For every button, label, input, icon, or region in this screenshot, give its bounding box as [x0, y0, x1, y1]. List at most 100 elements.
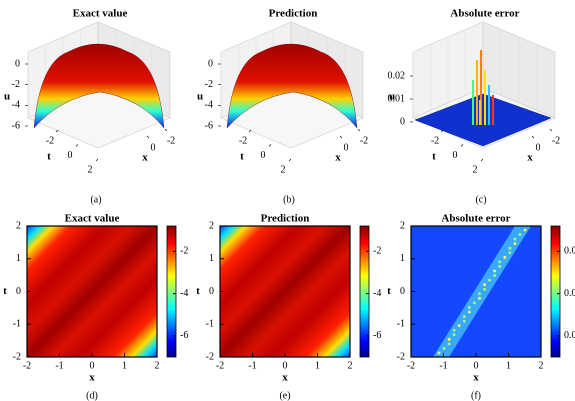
- caption: (f): [471, 390, 481, 401]
- error-band: [433, 226, 531, 357]
- x-tick-label: 0: [344, 142, 349, 153]
- x-tick-label: -2: [167, 135, 175, 146]
- z-tick-label: 0: [15, 58, 20, 69]
- x-tick-label: -2: [407, 360, 415, 371]
- x-tick-label: 0: [474, 360, 479, 371]
- z-tick-label: -2: [205, 79, 213, 90]
- z-label: u: [197, 91, 203, 103]
- z-tick-label: 0.02: [388, 70, 406, 81]
- error-speck: [462, 315, 466, 318]
- error-speck: [513, 242, 517, 246]
- x-label: x: [473, 372, 479, 384]
- panel-title: Absolute error: [450, 8, 519, 20]
- z-label: u: [4, 91, 10, 103]
- z-tick-label: 0: [400, 116, 405, 127]
- x-tick-label: -1: [439, 360, 447, 371]
- error-speck: [493, 269, 497, 273]
- y-tick-label: 0: [16, 286, 21, 297]
- x-tick: [164, 128, 168, 132]
- y-tick: [288, 158, 292, 162]
- caption: (e): [279, 390, 290, 401]
- y-tick-label: -2: [431, 135, 439, 146]
- error-speck: [473, 301, 476, 305]
- x-tick-label: -2: [552, 135, 560, 146]
- z-tick-label: -4: [12, 100, 20, 111]
- error-speck: [523, 228, 527, 232]
- error-speck: [447, 337, 451, 341]
- colorbar-tick-label: -4: [373, 288, 381, 299]
- x-label: x: [142, 152, 148, 164]
- y-tick: [248, 129, 252, 133]
- surface: [33, 43, 165, 129]
- x-label: x: [89, 372, 95, 384]
- y-tick: [55, 129, 59, 133]
- x-tick: [357, 128, 361, 132]
- colorbar-tick-label: -6: [180, 330, 188, 341]
- error-speck: [513, 237, 517, 241]
- z-tick-label: 0.01: [388, 93, 406, 104]
- z-tick-label: -2: [12, 79, 20, 90]
- error-speck: [483, 287, 486, 291]
- x-label: x: [527, 152, 533, 164]
- y-tick-label: -2: [13, 351, 21, 362]
- x-tick-label: -2: [23, 360, 31, 371]
- z-label: u: [389, 91, 395, 103]
- x-tick-label: 2: [155, 360, 160, 371]
- y-label: t: [240, 151, 244, 163]
- x-tick-label: -1: [248, 360, 256, 371]
- error-speck: [508, 251, 512, 255]
- error-speck: [518, 233, 522, 236]
- x-label: x: [335, 152, 341, 164]
- colorbar: [359, 225, 370, 358]
- y-tick-label: -2: [239, 135, 247, 146]
- colorbar-tick-label: -4: [180, 288, 188, 299]
- panel-title: Exact value: [65, 213, 120, 225]
- y-tick-label: 2: [209, 220, 214, 231]
- x-tick-label: 2: [539, 360, 544, 371]
- error-speck: [467, 306, 471, 309]
- y-label: t: [432, 151, 436, 163]
- y-tick: [75, 144, 79, 147]
- colorbar-tick-label: 0.02: [564, 246, 575, 257]
- x-tick-label: -2: [216, 360, 224, 371]
- caption: (d): [86, 390, 98, 401]
- x-tick-label: 0: [536, 142, 541, 153]
- y-tick-label: 0: [209, 286, 214, 297]
- x-tick-label: 0: [283, 360, 288, 371]
- error-speck: [437, 351, 441, 355]
- colorbar-tick-label: -6: [373, 330, 381, 341]
- error-speck: [442, 347, 446, 350]
- z-tick-label: -4: [205, 100, 213, 111]
- error-speck: [498, 260, 502, 264]
- error-speck: [462, 319, 466, 323]
- x-tick-label: 2: [348, 360, 353, 371]
- error-speck: [498, 265, 502, 268]
- y-tick-label: -2: [46, 135, 54, 146]
- x-tick-label: 0: [151, 142, 156, 153]
- surface: [414, 93, 552, 147]
- y-tick-label: 2: [473, 164, 478, 175]
- caption: (b): [283, 194, 295, 205]
- y-tick-label: 1: [400, 253, 405, 264]
- y-label: t: [47, 151, 51, 163]
- panel-title: Absolute error: [441, 213, 510, 225]
- surface: [226, 43, 358, 129]
- panel-title: Exact value: [73, 8, 128, 20]
- y-tick-label: -2: [206, 351, 214, 362]
- x-tick: [549, 128, 553, 132]
- y-tick: [440, 129, 444, 133]
- z-tick-label: 0: [208, 58, 213, 69]
- x-tick: [531, 135, 535, 139]
- error-speck: [488, 278, 491, 282]
- y-tick: [268, 144, 272, 147]
- x-tick-label: 1: [506, 360, 511, 371]
- error-speck: [452, 333, 456, 337]
- y-label: t: [387, 285, 391, 297]
- error-speck: [467, 310, 471, 314]
- z-tick-label: -6: [12, 120, 20, 131]
- y-tick-label: 0: [261, 150, 266, 161]
- error-speck: [452, 328, 456, 332]
- colorbar-tick-label: -2: [180, 246, 188, 257]
- x-tick-label: 1: [315, 360, 320, 371]
